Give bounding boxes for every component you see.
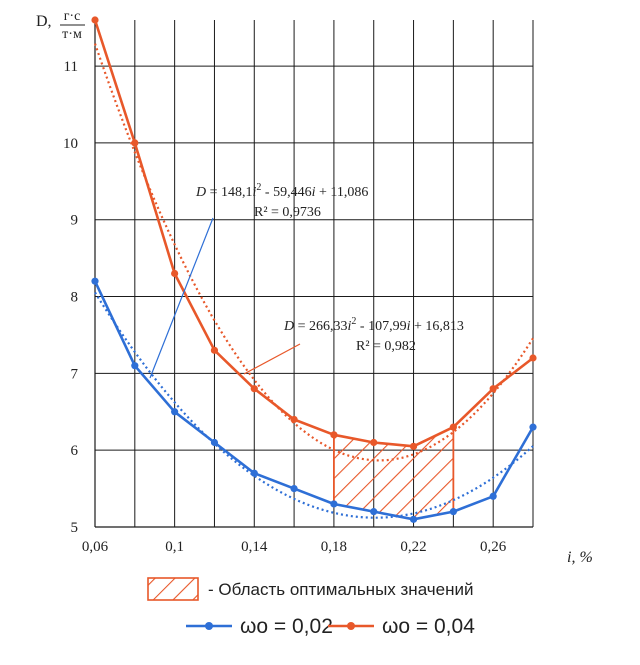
- series-line-blue: [93, 280, 535, 521]
- tick-labels: 0,06 0,1 0,14 0,18 0,22 0,26 5 6 7 8 9 10 11: [63, 59, 507, 555]
- data-point-orange: [529, 354, 537, 362]
- y-axis-unit-denominator: т·м: [62, 27, 82, 42]
- annotation-blue-equation: D = 148,1i2 - 59,446i + 11,086: [195, 182, 368, 200]
- y-tick-label: 9: [71, 213, 79, 229]
- data-point-orange: [91, 16, 99, 24]
- data-point-orange: [330, 431, 338, 439]
- y-tick-label: 7: [71, 366, 79, 382]
- annotation-orange-equation: D = 266,33i2 - 107,99i + 16,813: [283, 316, 464, 334]
- data-point-blue: [489, 492, 497, 500]
- y-axis-unit-numerator: г·с: [64, 9, 81, 24]
- data-point-blue: [91, 277, 99, 285]
- data-point-blue: [370, 508, 378, 516]
- legend: - Область оптимальных значений ωo = 0,02…: [147, 577, 475, 638]
- data-point-blue: [330, 500, 338, 508]
- series-lines: [91, 16, 537, 523]
- optimal-region-area: [333, 425, 455, 521]
- annotation-blue-r2: R² = 0,9736: [254, 205, 321, 220]
- data-point-orange: [409, 442, 418, 450]
- grid: [94, 20, 534, 528]
- data-point-orange: [370, 438, 378, 447]
- data-point-orange: [290, 415, 298, 424]
- annotation-blue-trend: D = 148,1i2 - 59,446i + 11,086 R² = 0,97…: [149, 182, 368, 379]
- legend-region-label: - Область оптимальных значений: [208, 580, 473, 599]
- optimal-region: [333, 425, 455, 521]
- data-point-blue: [409, 515, 418, 523]
- x-tick-label: 0,26: [480, 539, 507, 555]
- x-axis-label: i, %: [567, 549, 593, 566]
- trendline-blue: [94, 291, 534, 519]
- data-point-blue: [449, 508, 457, 516]
- trendlines: [93, 43, 534, 519]
- legend-orange-label: ωo = 0,04: [382, 615, 475, 638]
- data-point-orange: [250, 385, 258, 393]
- x-axis-label-var: i: [567, 549, 571, 566]
- x-tick-label: 0,06: [82, 539, 109, 555]
- data-point-blue: [171, 408, 179, 416]
- annotation-orange-r2: R² = 0,982: [356, 339, 416, 354]
- x-tick-label: 0,22: [400, 539, 426, 555]
- data-point-orange: [449, 423, 457, 431]
- data-point-orange: [489, 385, 497, 393]
- y-tick-label: 6: [71, 443, 79, 459]
- trendline-orange: [93, 43, 534, 462]
- data-point-orange: [171, 269, 179, 278]
- data-point-blue: [210, 438, 219, 447]
- y-tick-label: 8: [71, 290, 79, 306]
- annotation-orange-leader: [243, 343, 301, 375]
- x-axis-label-unit: , %: [571, 549, 592, 566]
- series-line-orange: [93, 19, 534, 448]
- y-tick-label: 11: [64, 59, 78, 75]
- legend-blue-marker: [205, 622, 213, 630]
- data-point-blue: [250, 469, 258, 477]
- y-tick-label: 5: [71, 520, 79, 536]
- annotation-orange-trend: D = 266,33i2 - 107,99i + 16,813 R² = 0,9…: [243, 316, 464, 375]
- legend-blue-label: ωo = 0,02: [240, 615, 333, 638]
- data-point-blue: [290, 484, 298, 493]
- legend-orange-marker: [347, 622, 355, 630]
- data-point-blue: [529, 423, 537, 431]
- data-point-orange: [131, 139, 139, 147]
- x-tick-label: 0,18: [321, 539, 347, 555]
- x-tick-label: 0,14: [241, 539, 268, 555]
- data-point-orange: [210, 346, 219, 354]
- annotation-blue-leader: [149, 217, 214, 379]
- data-point-blue: [131, 362, 139, 370]
- y-tick-label: 10: [63, 136, 78, 152]
- y-axis-label: D, г·с т·м: [36, 9, 85, 42]
- y-axis-label-prefix: D,: [36, 13, 52, 30]
- x-tick-label: 0,1: [165, 539, 184, 555]
- legend-region-swatch: [147, 577, 199, 601]
